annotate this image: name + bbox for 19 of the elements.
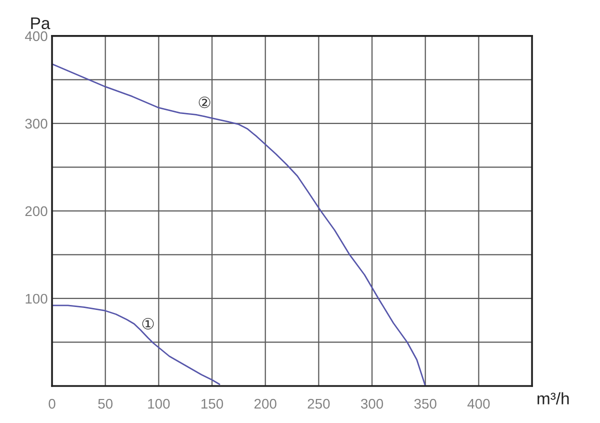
x-tick-label: 350 (414, 398, 436, 409)
y-axis-title: Pa (31, 18, 50, 30)
x-tick-label: 200 (254, 398, 276, 409)
annotation: ① (142, 318, 154, 330)
y-tick-label: 200 (25, 206, 48, 216)
annotation: ② (198, 96, 210, 108)
x-tick-label: 100 (148, 398, 170, 409)
x-tick-label: 150 (201, 398, 224, 409)
x-tick-label: 300 (360, 398, 384, 409)
line-series (52, 304, 220, 385)
x-tick-label: 0 (48, 398, 56, 409)
x-axis-title: m³/h (538, 392, 569, 404)
y-tick-label: 100 (26, 294, 48, 304)
y-tick-label: 400 (25, 31, 48, 42)
x-tick-label: 50 (98, 398, 113, 409)
x-tick-label: 250 (308, 398, 330, 409)
x-tick-label: 400 (467, 398, 490, 409)
y-tick-label: 300 (25, 118, 48, 129)
line-series (52, 63, 426, 386)
